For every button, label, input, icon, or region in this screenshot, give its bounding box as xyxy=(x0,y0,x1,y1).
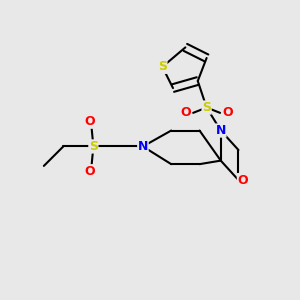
Text: O: O xyxy=(237,174,248,187)
Text: S: S xyxy=(202,101,211,114)
Text: S: S xyxy=(89,140,98,153)
Text: O: O xyxy=(85,115,95,128)
Text: N: N xyxy=(138,140,148,153)
Text: O: O xyxy=(180,106,191,119)
Text: N: N xyxy=(216,124,226,137)
Text: S: S xyxy=(158,60,167,73)
Text: O: O xyxy=(223,106,233,119)
Text: O: O xyxy=(85,165,95,178)
